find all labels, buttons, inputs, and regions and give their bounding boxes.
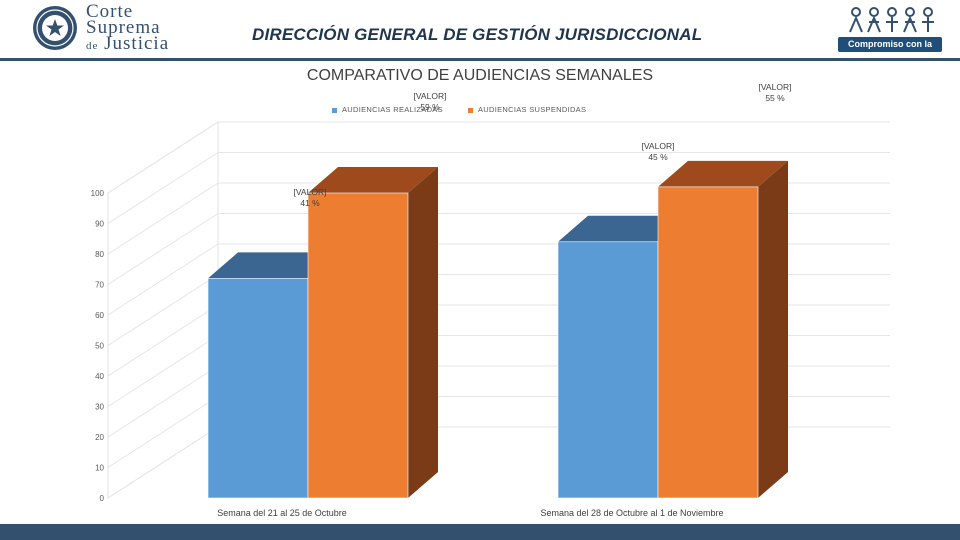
bar-side-suspendidas bbox=[408, 167, 438, 498]
y-tick-label: 90 bbox=[95, 220, 104, 229]
gridline-slant bbox=[108, 214, 218, 285]
gridline-slant bbox=[108, 305, 218, 376]
x-category-label-1: Semana del 21 al 25 de Octubre bbox=[162, 508, 402, 518]
data-label-1: [VALOR] 59 % bbox=[400, 91, 460, 113]
data-label-1-value: [VALOR] bbox=[400, 91, 460, 102]
data-label-2: [VALOR] 41 % bbox=[280, 187, 340, 209]
data-label-1-pct: 59 % bbox=[400, 102, 460, 113]
data-label-2-pct: 41 % bbox=[280, 198, 340, 209]
y-tick-label: 20 bbox=[95, 433, 104, 442]
y-tick-label: 80 bbox=[95, 250, 104, 259]
data-label-4-value: [VALOR] bbox=[745, 82, 805, 93]
data-label-3: [VALOR] 45 % bbox=[628, 141, 688, 163]
x-category-label-2: Semana del 28 de Octubre al 1 de Noviemb… bbox=[512, 508, 752, 518]
gridline-slant bbox=[108, 366, 218, 437]
gridline-slant bbox=[108, 244, 218, 315]
gridline-slant bbox=[108, 122, 218, 193]
gridline-slant bbox=[108, 397, 218, 468]
bar-suspendidas bbox=[658, 187, 758, 498]
y-tick-label: 40 bbox=[95, 372, 104, 381]
bar-side-suspendidas bbox=[758, 161, 788, 498]
y-tick-label: 10 bbox=[95, 464, 104, 473]
bar-suspendidas bbox=[308, 193, 408, 498]
gridline-slant bbox=[108, 275, 218, 346]
bar-realizadas bbox=[208, 278, 308, 498]
data-label-4: [VALOR] 55 % bbox=[745, 82, 805, 104]
gridline-slant bbox=[108, 427, 218, 498]
data-label-3-value: [VALOR] bbox=[628, 141, 688, 152]
bar-realizadas bbox=[558, 242, 658, 498]
data-label-4-pct: 55 % bbox=[745, 93, 805, 104]
y-tick-label: 100 bbox=[91, 189, 105, 198]
gridline-slant bbox=[108, 153, 218, 224]
y-tick-label: 50 bbox=[95, 342, 104, 351]
y-tick-label: 70 bbox=[95, 281, 104, 290]
y-tick-label: 30 bbox=[95, 403, 104, 412]
slide-footer bbox=[0, 524, 960, 540]
y-tick-label: 60 bbox=[95, 311, 104, 320]
data-label-3-pct: 45 % bbox=[628, 152, 688, 163]
gridline-slant bbox=[108, 183, 218, 254]
data-label-2-value: [VALOR] bbox=[280, 187, 340, 198]
gridline-slant bbox=[108, 336, 218, 407]
y-tick-label: 0 bbox=[100, 494, 105, 503]
